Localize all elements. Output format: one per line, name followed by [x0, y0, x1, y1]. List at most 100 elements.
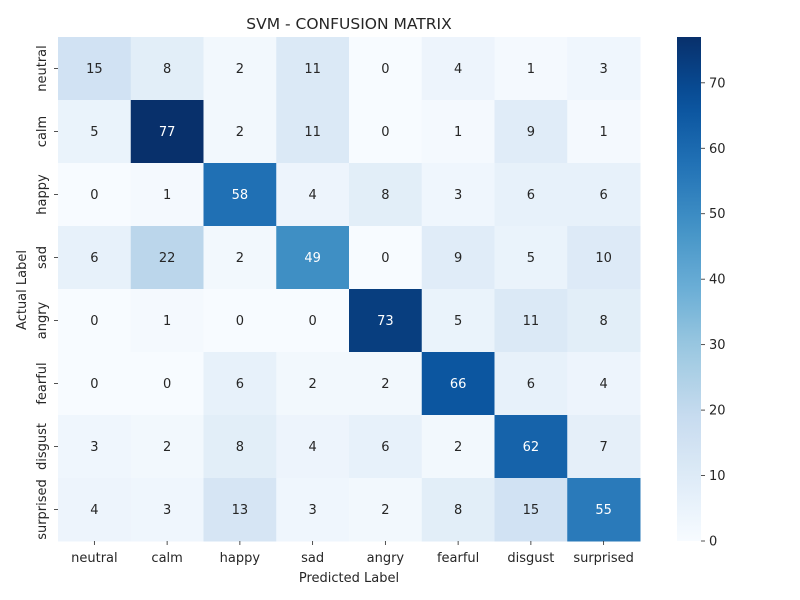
heatmap-cell	[130, 163, 204, 227]
cell-value-label: 0	[236, 314, 244, 329]
colorbar-gradient	[677, 37, 701, 541]
y-tick-label: disgust	[35, 423, 50, 470]
cell-value-label: 62	[523, 440, 540, 455]
heatmap-cell	[567, 163, 641, 227]
heatmap-cell	[58, 226, 132, 290]
cell-value-label: 49	[304, 251, 321, 266]
cell-value-label: 5	[454, 314, 462, 329]
heatmap-cell	[130, 37, 204, 101]
cell-value-label: 11	[304, 62, 321, 77]
colorbar-tick-label: 70	[709, 76, 726, 91]
y-tick-label: angry	[35, 301, 50, 339]
cell-value-label: 2	[381, 503, 389, 518]
cell-value-label: 6	[527, 377, 535, 392]
cell-value-label: 6	[527, 188, 535, 203]
heatmap-cell	[494, 415, 568, 479]
cell-value-label: 0	[381, 125, 389, 140]
cell-value-label: 73	[377, 314, 394, 329]
heatmap-cell	[567, 37, 641, 101]
cell-value-label: 2	[236, 62, 244, 77]
cell-value-label: 6	[599, 188, 607, 203]
y-tick-label: neutral	[35, 45, 50, 92]
heatmap-cell	[349, 163, 423, 227]
heatmap-cell	[567, 478, 641, 542]
heatmap-cell	[494, 478, 568, 542]
heatmap-cell	[421, 478, 495, 542]
cell-value-label: 6	[236, 377, 244, 392]
heatmap-cell	[567, 289, 641, 353]
heatmap-cell	[349, 226, 423, 290]
cell-value-label: 0	[163, 377, 171, 392]
heatmap-cell	[349, 352, 423, 416]
heatmap-cell	[494, 163, 568, 227]
x-tick-label: disgust	[507, 551, 554, 566]
cell-value-label: 3	[454, 188, 462, 203]
y-axis-label: Actual Label	[15, 250, 30, 330]
cell-value-label: 10	[595, 251, 612, 266]
y-tick-label: surprised	[35, 479, 50, 540]
x-tick-label: neutral	[71, 551, 118, 566]
cell-value-label: 6	[90, 251, 98, 266]
cell-value-label: 2	[236, 125, 244, 140]
heatmap-cell	[349, 100, 423, 164]
heatmap-cell	[58, 100, 132, 164]
cell-value-label: 1	[454, 125, 462, 140]
heatmap-cell	[421, 415, 495, 479]
cell-value-label: 2	[454, 440, 462, 455]
x-tick-label: surprised	[573, 551, 634, 566]
heatmap-cell	[567, 415, 641, 479]
heatmap-cell	[203, 289, 277, 353]
cell-value-label: 0	[90, 314, 98, 329]
heatmap-cell	[203, 478, 277, 542]
heatmap-cell	[130, 100, 204, 164]
cell-value-label: 1	[527, 62, 535, 77]
y-tick-label: happy	[35, 174, 50, 215]
cell-value-label: 5	[527, 251, 535, 266]
heatmap-cell	[567, 226, 641, 290]
heatmap-cell	[421, 100, 495, 164]
heatmap-cell	[130, 478, 204, 542]
heatmap-cell	[567, 352, 641, 416]
x-tick-label: calm	[151, 551, 182, 566]
colorbar-tick-label: 40	[709, 273, 726, 288]
heatmap-cell	[58, 478, 132, 542]
chart-title: SVM - CONFUSION MATRIX	[246, 15, 452, 33]
cell-value-label: 9	[527, 125, 535, 140]
heatmap-cell	[276, 163, 350, 227]
cell-value-label: 8	[163, 62, 171, 77]
colorbar-tick-label: 10	[709, 469, 726, 484]
heatmap-cell	[567, 100, 641, 164]
heatmap-cell	[58, 415, 132, 479]
heatmap-cell	[349, 37, 423, 101]
cell-value-label: 11	[523, 314, 540, 329]
heatmap-cell-labels: 15 8 2 11 0 4 1 35 77 2 11 0 1 9 10 1 58 4 8 3 6 66 22 2 49 0 9 5 10…	[86, 62, 612, 518]
heatmap-cell	[203, 226, 277, 290]
x-axis-ticks: neutral calm happy sad angry fearful disgust su…	[71, 541, 634, 566]
colorbar-tick-label: 20	[709, 404, 726, 419]
cell-value-label: 4	[454, 62, 462, 77]
heatmap-cell	[421, 226, 495, 290]
cell-value-label: 15	[86, 62, 103, 77]
heatmap-cell	[421, 163, 495, 227]
x-axis-label: Predicted Label	[299, 571, 399, 586]
cell-value-label: 15	[523, 503, 540, 518]
cell-value-label: 77	[159, 125, 176, 140]
x-tick-label: happy	[220, 551, 261, 566]
heatmap-cell	[276, 100, 350, 164]
y-tick-label: calm	[35, 116, 50, 147]
cell-value-label: 6	[381, 440, 389, 455]
y-tick-label: fearful	[35, 362, 50, 404]
cell-value-label: 2	[236, 251, 244, 266]
heatmap-cell	[276, 37, 350, 101]
cell-value-label: 4	[308, 440, 316, 455]
heatmap-cell	[58, 289, 132, 353]
heatmap-cell	[203, 163, 277, 227]
cell-value-label: 2	[163, 440, 171, 455]
heatmap-cell	[58, 163, 132, 227]
heatmap-cell	[494, 37, 568, 101]
cell-value-label: 2	[381, 377, 389, 392]
cell-value-label: 11	[304, 125, 321, 140]
cell-value-label: 58	[232, 188, 249, 203]
cell-value-label: 66	[450, 377, 467, 392]
heatmap-cell	[276, 352, 350, 416]
